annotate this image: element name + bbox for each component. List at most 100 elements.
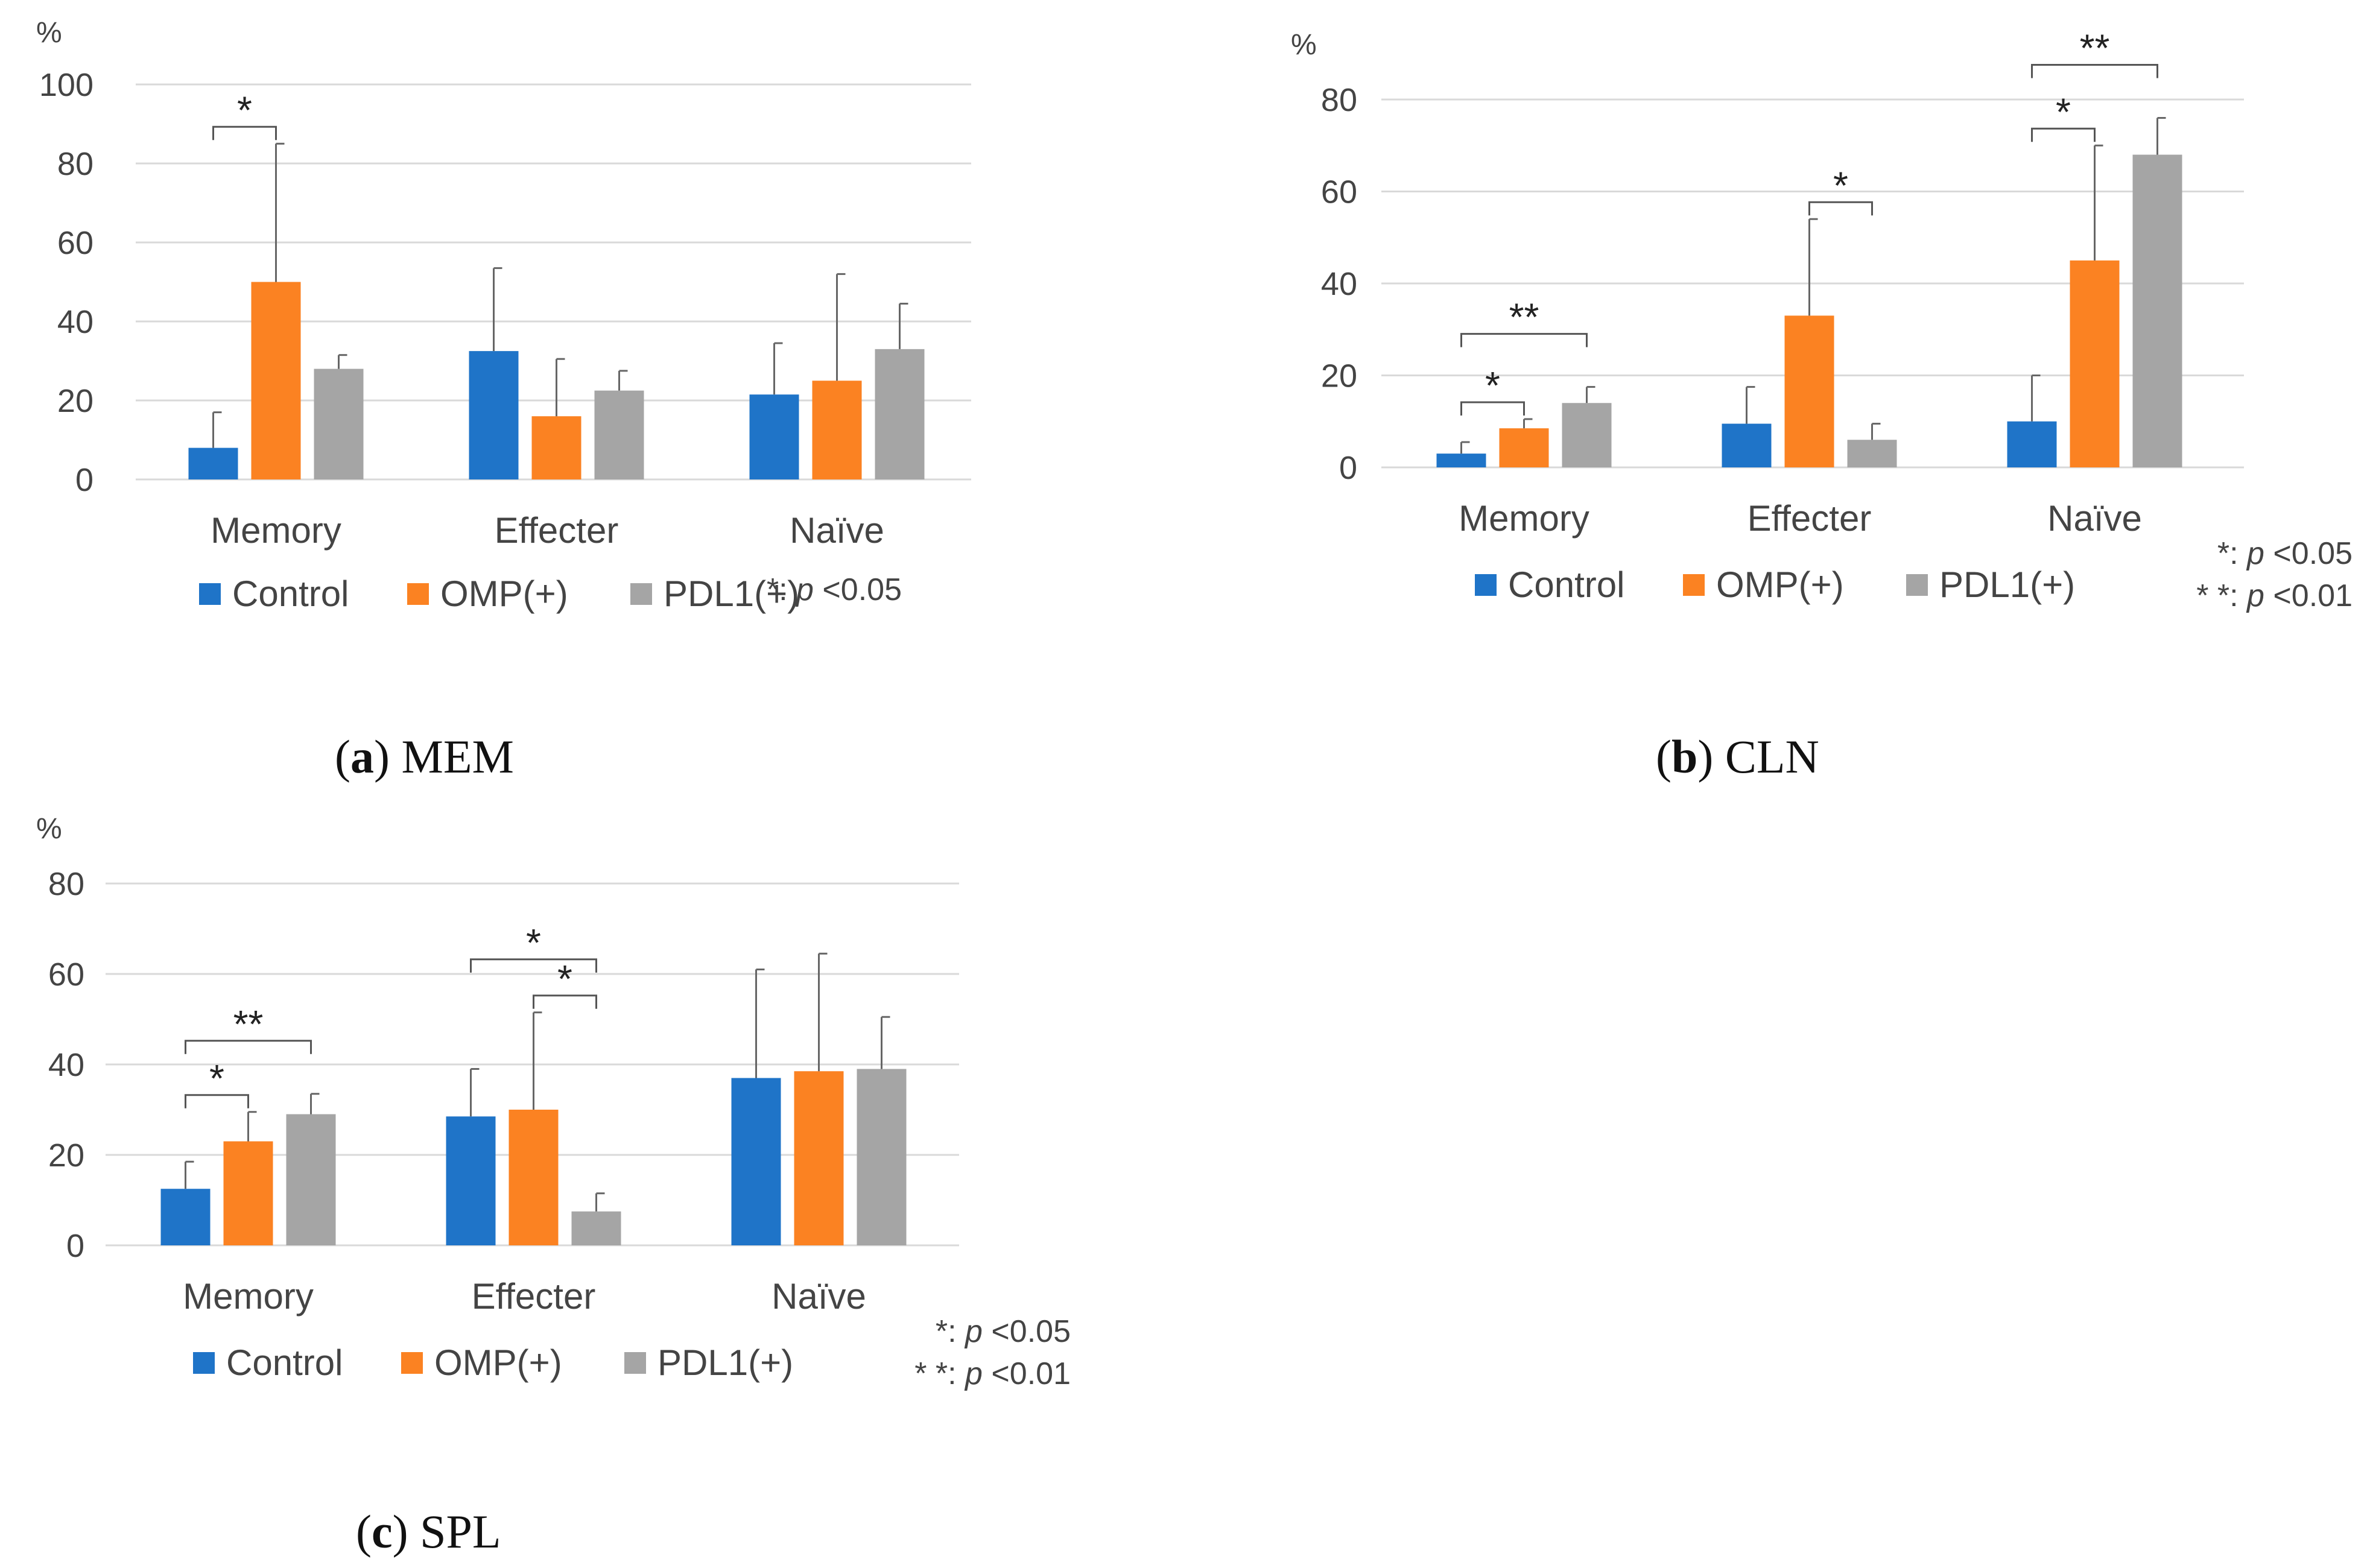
y-tick-label: 80: [1321, 82, 1357, 118]
y-tick-label: 80: [57, 146, 93, 182]
significance-label: **: [233, 1002, 264, 1046]
y-tick-label: 60: [48, 956, 84, 993]
p-value-note: *: p <0.05: [2217, 536, 2353, 571]
x-category-label: Naïve: [772, 1276, 866, 1317]
bar-control: [1722, 423, 1772, 467]
chart-panel-spl: % 0 20 40 60 80 Memory Effecter Naïve * ** * * Contro…: [0, 796, 1086, 1435]
caption-mem: (a) MEM: [335, 730, 514, 783]
significance-bracket: [2031, 127, 2096, 142]
y-tick-label: 0: [1339, 450, 1357, 486]
legend-swatch: [630, 583, 652, 605]
significance-bracket: [185, 1094, 249, 1108]
p-value-note: *: p <0.05: [936, 1314, 1071, 1349]
y-tick-label: 60: [57, 225, 93, 261]
x-category-label: Naïve: [2047, 498, 2142, 539]
legend-swatch: [407, 583, 429, 605]
legend-label: PDL1(+): [1939, 564, 2075, 605]
significance-label: *: [209, 1057, 224, 1100]
bar-omp: [794, 1071, 844, 1245]
significance-bracket: [1808, 201, 1873, 216]
legend-label: OMP(+): [440, 574, 568, 614]
legend-swatch: [1906, 574, 1928, 596]
bar-omp: [251, 282, 301, 479]
x-category-label: Memory: [1459, 498, 1589, 539]
x-category-label: Memory: [183, 1276, 314, 1317]
legend-swatch: [193, 1352, 215, 1374]
x-category-label: Naïve: [790, 510, 884, 551]
bar-pdl1: [2132, 154, 2182, 467]
bar-omp: [531, 416, 581, 479]
significance-label: *: [2056, 90, 2071, 133]
caption-cln: (b) CLN: [1656, 730, 1819, 783]
legend-label: Control: [226, 1342, 343, 1383]
significance-bracket: [185, 1040, 312, 1054]
significance-bracket: [212, 125, 277, 141]
legend-swatch: [401, 1352, 423, 1374]
legend-swatch: [1683, 574, 1705, 596]
caption-spl: (c) SPL: [356, 1505, 501, 1558]
chart-panel-mem: % 0 20 40 60 80 100 Memory Effecter Naïve * Control…: [0, 0, 1086, 675]
y-tick-label: 20: [48, 1137, 84, 1174]
x-category-label: Effecter: [472, 1276, 596, 1317]
significance-label: *: [526, 921, 541, 964]
y-tick-label: 40: [57, 304, 93, 340]
bar-control: [1436, 454, 1486, 467]
legend-label: PDL1(+): [664, 574, 799, 614]
bar-omp: [1499, 428, 1549, 467]
legend-swatch: [1475, 574, 1497, 596]
x-category-label: Effecter: [1748, 498, 1872, 539]
bar-pdl1: [314, 368, 364, 479]
x-category-label: Memory: [211, 510, 341, 551]
y-tick-label: 40: [48, 1047, 84, 1083]
y-unit-label: %: [36, 813, 62, 845]
bar-control: [446, 1116, 496, 1245]
y-tick-label: 60: [1321, 174, 1357, 210]
p-value-note: *: p <0.05: [767, 572, 902, 607]
chart-panel-cln: % 0 20 40 60 80 Memory Effecter Naïve * ** * * ** Cont…: [1255, 12, 2359, 651]
significance-label: *: [237, 88, 252, 131]
legend-label: Control: [1508, 564, 1624, 605]
significance-label: **: [2080, 27, 2110, 70]
bar-control: [188, 447, 238, 479]
legend-label: OMP(+): [1716, 564, 1844, 605]
legend-label: Control: [232, 574, 349, 614]
significance-bracket: [1460, 401, 1525, 416]
bar-pdl1: [1847, 440, 1897, 467]
bar-omp: [509, 1110, 559, 1245]
bar-omp: [1784, 315, 1834, 467]
bar-control: [731, 1078, 781, 1245]
significance-bracket: [470, 958, 597, 973]
significance-label: *: [557, 957, 572, 1001]
y-tick-label: 0: [66, 1228, 84, 1264]
bar-control: [2007, 421, 2057, 467]
bar-omp: [812, 381, 862, 479]
bar-pdl1: [1562, 403, 1612, 467]
bar-omp: [2070, 260, 2120, 467]
bar-pdl1: [857, 1069, 907, 1245]
y-tick-label: 100: [39, 67, 93, 103]
legend-label: PDL1(+): [658, 1342, 793, 1383]
legend-swatch: [199, 583, 221, 605]
y-unit-label: %: [1291, 29, 1317, 61]
significance-bracket: [533, 994, 597, 1009]
legend-swatch: [624, 1352, 646, 1374]
y-unit-label: %: [36, 17, 62, 49]
significance-bracket: [2031, 64, 2158, 78]
y-tick-label: 20: [1321, 358, 1357, 394]
bar-pdl1: [875, 349, 925, 479]
significance-label: *: [1833, 163, 1848, 207]
y-tick-label: 40: [1321, 266, 1357, 302]
p-value-note: * *: p <0.01: [2196, 578, 2353, 613]
chart-mem: % 0 20 40 60 80 100 Memory Effecter Naïve * Control…: [36, 17, 971, 614]
bar-control: [749, 394, 799, 479]
bar-pdl1: [571, 1211, 621, 1245]
legend-label: OMP(+): [434, 1342, 562, 1383]
y-tick-label: 80: [48, 866, 84, 902]
bar-pdl1: [594, 390, 644, 479]
y-tick-label: 0: [75, 462, 93, 498]
bar-omp: [223, 1141, 273, 1245]
significance-label: *: [1485, 364, 1500, 407]
x-category-label: Effecter: [495, 510, 619, 551]
